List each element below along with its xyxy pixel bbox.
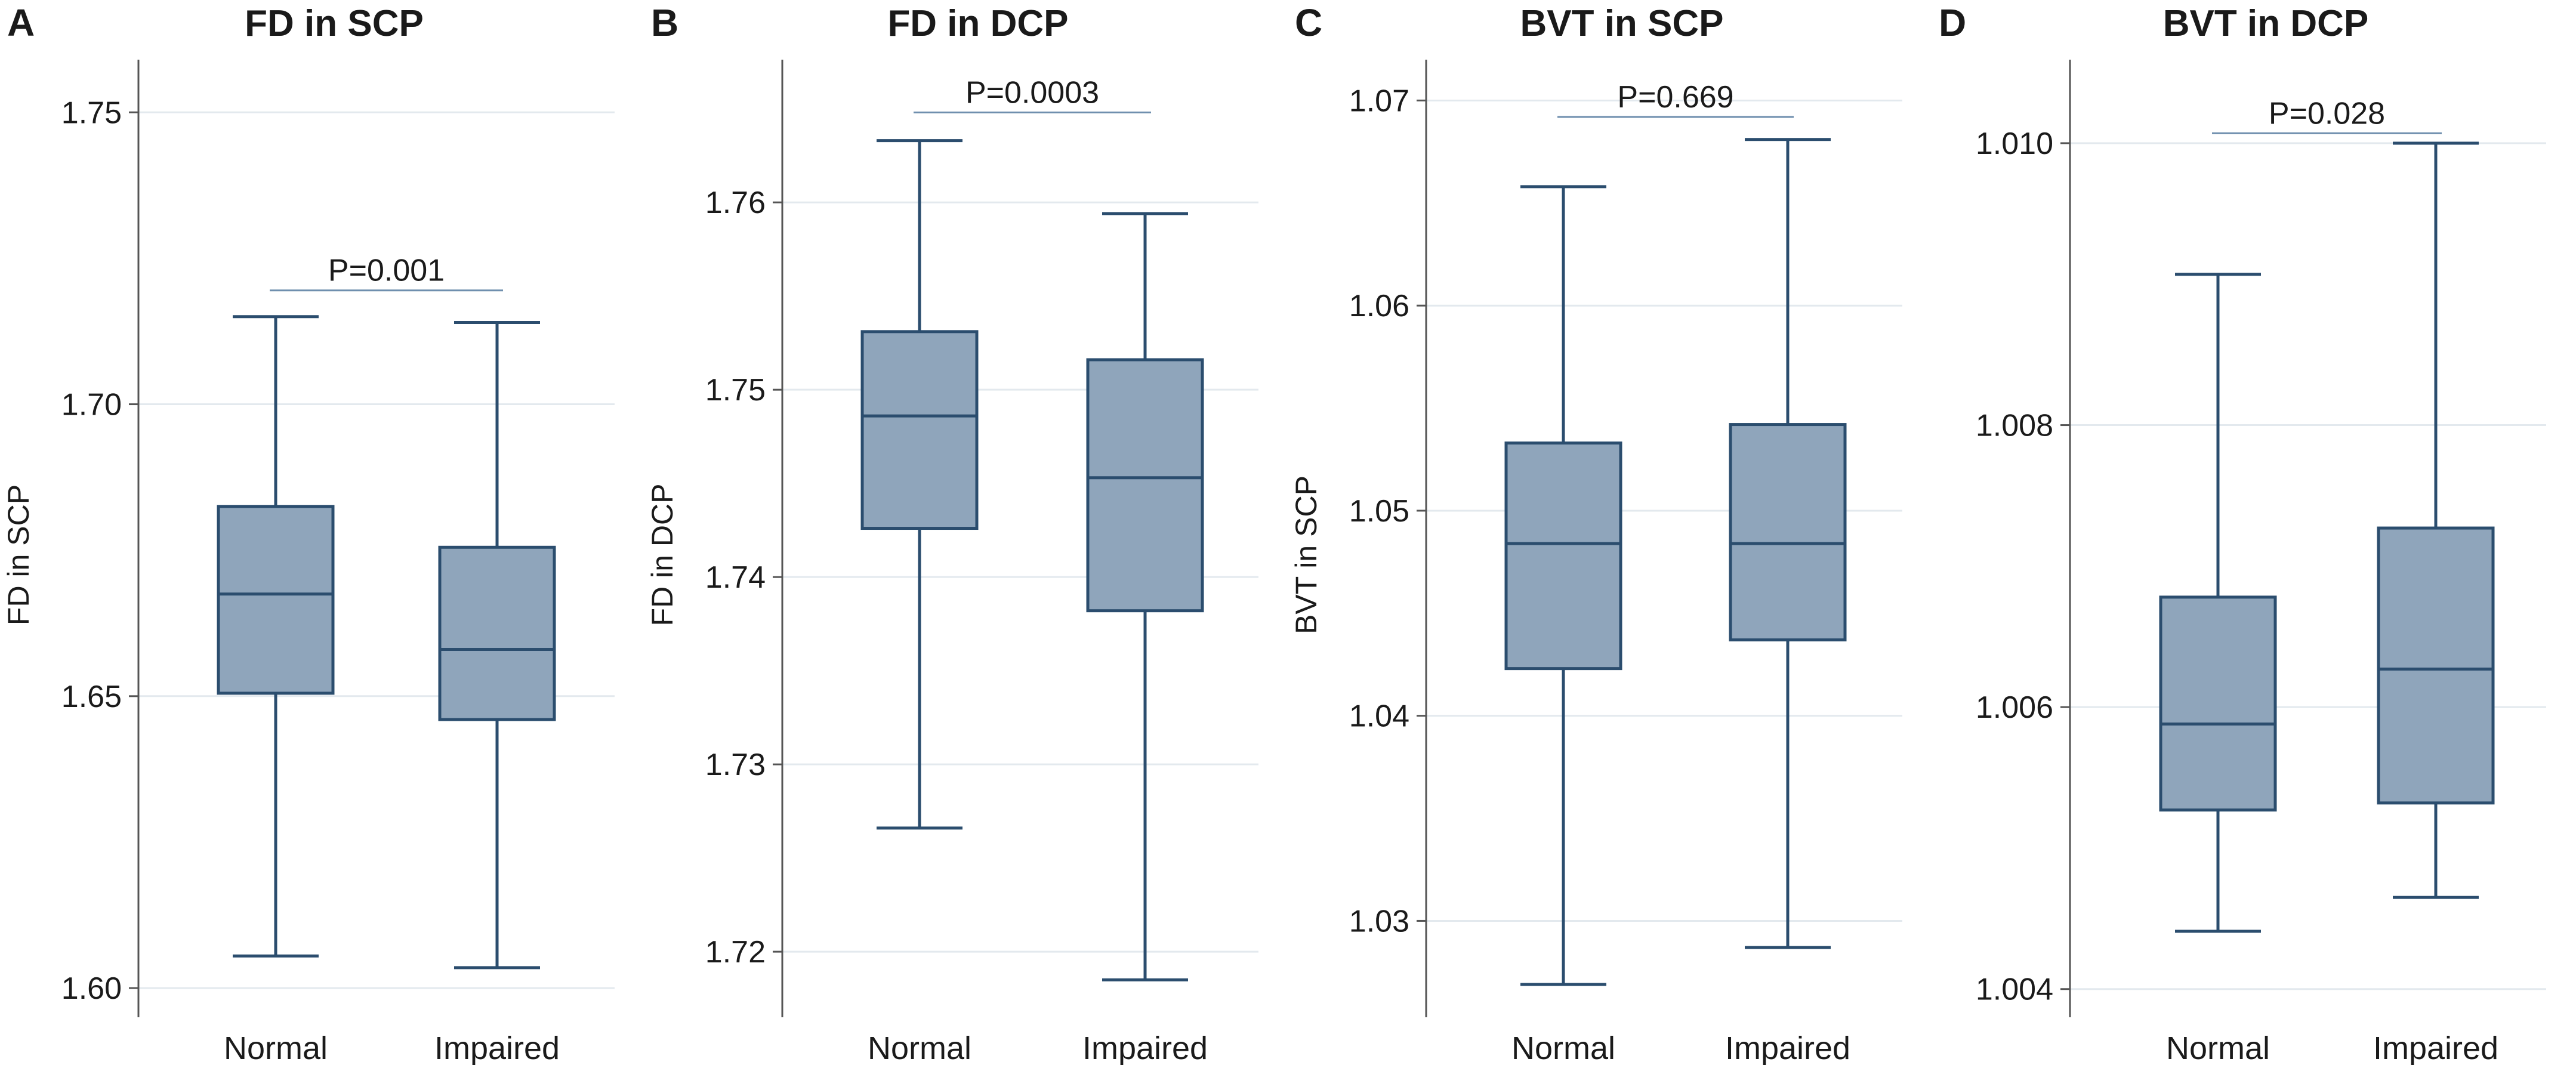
p-value-label: P=0.001 (328, 254, 445, 288)
panel-letter: C (1295, 1, 1322, 44)
y-tick-label: 1.04 (1349, 699, 1409, 734)
x-category-label: Impaired (434, 1030, 560, 1065)
panel-letter: D (1939, 1, 1966, 44)
x-category-label: Normal (868, 1030, 971, 1065)
y-tick-label: 1.76 (705, 186, 766, 220)
panel-title: FD in SCP (245, 3, 424, 44)
y-axis-label: FD in DCP (646, 484, 679, 626)
box-iqr (217, 505, 335, 695)
x-category-label: Normal (2166, 1030, 2270, 1065)
panel-title: BVT in DCP (2163, 3, 2368, 44)
box-iqr (1729, 423, 1847, 641)
y-tick-label: 1.75 (705, 373, 766, 408)
y-tick-label: 1.008 (1976, 409, 2053, 443)
y-tick-label: 1.74 (705, 560, 766, 595)
panel-d-chart: 1.004 1.006 1.008 1.010 D BVT in DCP Normal Imp… (1939, 1, 2546, 1065)
y-tick-label: 1.006 (1976, 690, 2053, 725)
x-category-label: Impaired (2373, 1030, 2498, 1065)
y-axis-label: FD in SCP (2, 484, 35, 625)
box-iqr (438, 545, 556, 721)
y-tick-label: 1.70 (61, 388, 122, 422)
panel-title: FD in DCP (887, 3, 1068, 44)
y-tick-label: 1.73 (705, 748, 766, 782)
panel-c-chart: 1.03 1.04 1.05 1.06 1.07 C BVT in SCP BVT in SC… (1289, 1, 1902, 1065)
x-category-label: Normal (1511, 1030, 1615, 1065)
panel-b-chart: 1.72 1.73 1.74 1.75 1.76 B FD in DCP FD in DCP N… (646, 1, 1258, 1065)
y-tick-label: 1.65 (61, 680, 122, 714)
y-tick-label: 1.03 (1349, 904, 1409, 939)
y-tick-label: 1.72 (705, 935, 766, 970)
box-iqr (2159, 595, 2277, 812)
y-tick-label: 1.010 (1976, 126, 2053, 161)
y-tick-label: 1.75 (61, 95, 122, 130)
panel-a-chart: 1.60 1.65 1.70 1.75 A FD in SCP FD in SCP Norma… (2, 1, 615, 1065)
y-axis-label: BVT in SCP (1289, 476, 1323, 634)
box-iqr (1504, 442, 1622, 671)
panel-title: BVT in SCP (1520, 3, 1723, 44)
x-category-label: Impaired (1082, 1030, 1208, 1065)
y-tick-label: 1.60 (61, 971, 122, 1006)
y-tick-label: 1.004 (1976, 973, 2053, 1007)
p-value-label: P=0.669 (1617, 80, 1733, 115)
box-iqr (860, 330, 979, 530)
y-tick-label: 1.07 (1349, 84, 1409, 118)
box-iqr (1086, 358, 1204, 613)
panel-letter: B (651, 1, 678, 44)
panel-letter: A (7, 1, 35, 44)
x-category-label: Normal (224, 1030, 328, 1065)
y-tick-label: 1.06 (1349, 289, 1409, 323)
p-value-label: P=0.0003 (965, 75, 1099, 110)
p-value-label: P=0.028 (2269, 96, 2385, 131)
box-iqr (2377, 526, 2495, 805)
y-tick-label: 1.05 (1349, 494, 1409, 529)
x-category-label: Impaired (1725, 1030, 1850, 1065)
